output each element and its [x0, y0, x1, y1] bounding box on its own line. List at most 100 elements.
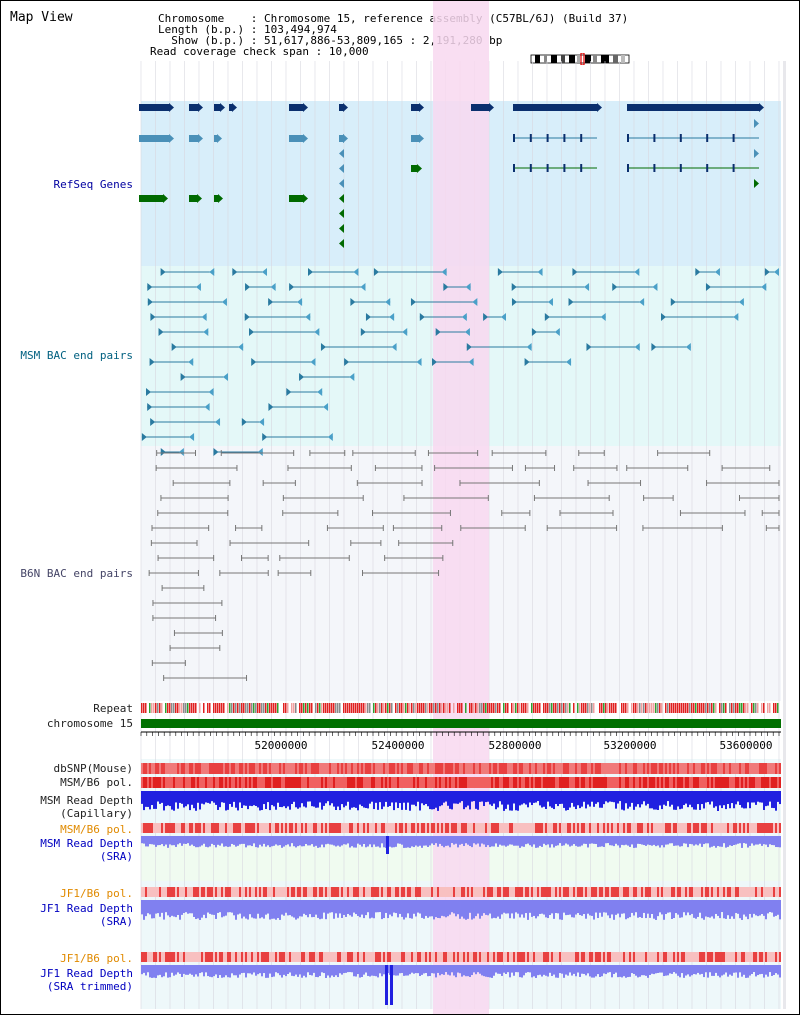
jf1-sra-depth-bar [331, 900, 333, 913]
dbsnp-strip [549, 763, 551, 774]
msm-sra-depth-bar [737, 836, 739, 844]
msm-b6-pol-sra-strip [767, 823, 769, 833]
dbsnp-strip [305, 763, 307, 774]
msm-b6-pol-sra-strip [489, 823, 491, 833]
jf1-sra-depth-bar [333, 900, 335, 919]
msm-bac-end [221, 298, 227, 306]
jf1-b6-pol-strip [315, 887, 317, 897]
msm-b6-pol-strip [661, 777, 663, 788]
jf1-trimmed-depth-bar [493, 965, 495, 976]
msm-b6-pol-strip [443, 777, 445, 788]
msm-sra-depth-bar [731, 836, 733, 846]
dbsnp-strip [301, 763, 303, 774]
dbsnp-strip [617, 763, 619, 774]
msm-b6-pol-sra-strip [535, 823, 537, 833]
msm-bac-end [251, 358, 257, 366]
msm-b6-pol-sra-strip [273, 823, 275, 833]
jf1-b6-pol-strip-2 [169, 952, 171, 962]
msm-b6-pol-sra-strip [545, 823, 547, 833]
msm-b6-pol-strip [463, 777, 465, 788]
jf1-trimmed-depth-bar [687, 965, 689, 975]
dbsnp-strip [381, 763, 383, 774]
msm-sra-depth-bar [445, 836, 447, 846]
dbsnp-strip [215, 763, 217, 774]
jf1-b6-pol-strip [299, 887, 301, 897]
chromosome-ideogram[interactable] [529, 53, 633, 65]
msm-b6-pol-strip [445, 777, 447, 788]
jf1-b6-pol-strip [559, 887, 561, 897]
jf1-b6-pol-strip [693, 887, 695, 897]
msm-sra-depth-bar [749, 836, 751, 846]
dbsnp-strip [515, 763, 517, 774]
jf1-trimmed-depth-bar [153, 965, 155, 978]
msm-sra-depth-bar [771, 836, 773, 846]
jf1-b6-pol-strip [725, 887, 727, 897]
msm-b6-pol-sra-strip [283, 823, 285, 833]
repeat-mark [583, 703, 585, 713]
msm-capillary-depth-bar [207, 791, 209, 803]
msm-capillary-depth-bar [427, 791, 429, 807]
msm-b6-pol-sra-strip [523, 823, 525, 833]
msm-sra-depth-bar [367, 836, 369, 847]
msm-b6-pol-sra-strip [361, 823, 363, 833]
msm-sra-depth-bar [761, 836, 763, 846]
jf1-b6-pol-strip-2 [373, 952, 375, 962]
msm-b6-pol-sra-strip [313, 823, 315, 833]
msm-sra-depth-bar [449, 836, 451, 848]
msm-b6-pol-sra-strip [319, 823, 321, 833]
jf1-b6-pol-strip [285, 887, 287, 897]
jf1-trimmed-depth-bar [497, 965, 499, 974]
msm-b6-pol-sra-strip [311, 823, 313, 833]
jf1-sra-depth-bar [469, 900, 471, 913]
msm-b6-pol-sra-strip [401, 823, 403, 833]
msm-sra-depth-bar [253, 836, 255, 844]
msm-b6-pol-sra-strip [607, 823, 609, 833]
msm-b6-pol-sra-strip [637, 823, 639, 833]
msm-b6-pol-strip [181, 777, 183, 788]
msm-b6-pol-strip [417, 777, 419, 788]
jf1-b6-pol-strip-2 [569, 952, 571, 962]
jf1-sra-depth-bar [655, 900, 657, 920]
msm-b6-pol-strip [265, 777, 267, 788]
repeat-mark [631, 703, 633, 713]
dbsnp-strip [717, 763, 719, 774]
jf1-b6-pol-strip [165, 887, 167, 897]
jf1-b6-pol-strip-2 [507, 952, 509, 962]
jf1-sra-depth-bar [251, 900, 253, 918]
dbsnp-strip [763, 763, 765, 774]
repeat-mark [573, 703, 575, 713]
msm-sra-depth-bar [493, 836, 495, 847]
dbsnp-strip [751, 763, 753, 774]
msm-b6-pol-sra-strip [289, 823, 291, 833]
jf1-b6-pol-strip [383, 887, 385, 897]
jf1-b6-pol-strip [529, 887, 531, 897]
msm-sra-depth-bar [339, 836, 341, 847]
jf1-trimmed-depth-bar [611, 965, 613, 978]
jf1-b6-pol-strip-2 [411, 952, 413, 962]
repeat-mark [329, 703, 331, 713]
msm-capillary-depth-bar [377, 791, 379, 810]
msm-b6-pol-strip [291, 777, 293, 788]
jf1-b6-pol-strip-2 [247, 952, 249, 962]
dbsnp-strip [443, 763, 445, 774]
repeat-mark [729, 703, 731, 713]
refseq-exon [529, 164, 532, 172]
jf1-b6-pol-strip [715, 887, 717, 897]
jf1-b6-pol-strip-2 [231, 952, 233, 962]
jf1-sra-depth-bar [633, 900, 635, 916]
jf1-trimmed-depth-bar [217, 965, 219, 978]
jf1-trimmed-depth-bar [519, 965, 521, 978]
jf1-b6-pol-strip [443, 887, 445, 897]
jf1-b6-pol-strip-2 [263, 952, 265, 962]
msm-capillary-depth-bar [211, 791, 213, 802]
dbsnp-strip [311, 763, 313, 774]
jf1-sra-depth-bar [687, 900, 689, 913]
jf1-b6-pol-strip-2 [501, 952, 503, 962]
jf1-trimmed-depth-bar [767, 965, 769, 977]
repeat-mark [383, 703, 385, 713]
msm-capillary-depth-bar [677, 791, 679, 807]
repeat-mark [275, 703, 277, 713]
msm-sra-depth-bar [399, 836, 401, 844]
msm-capillary-depth-bar [331, 791, 333, 804]
